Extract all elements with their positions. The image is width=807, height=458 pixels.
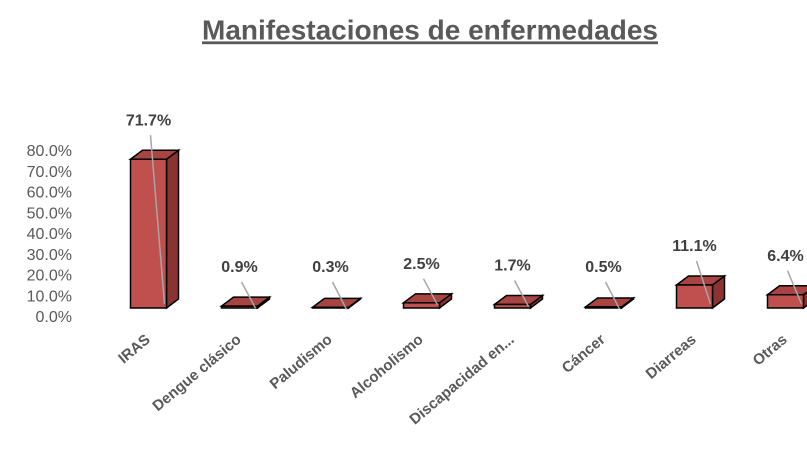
y-tick-label: 0.0%: [36, 309, 72, 326]
x-tick-label: Otras: [750, 331, 791, 369]
bar-top: [765, 284, 807, 296]
leader-line: [786, 270, 803, 305]
x-tick-label: Alcoholismo: [347, 331, 427, 402]
bar-front: [129, 158, 168, 309]
bar-front: [402, 302, 441, 309]
data-label: 71.7%: [126, 112, 171, 129]
leader-line: [422, 278, 439, 306]
y-tick-label: 40.0%: [27, 226, 72, 243]
x-tick-label: Dengue clásico: [149, 331, 244, 415]
leader-line: [240, 281, 257, 309]
leader-line: [149, 135, 166, 305]
y-tick-label: 30.0%: [27, 247, 72, 264]
bar: [128, 148, 181, 310]
bar-top: [583, 297, 636, 308]
bar: [583, 296, 636, 310]
bar: [310, 296, 363, 310]
data-label: 1.7%: [494, 258, 530, 275]
y-tick-label: 80.0%: [27, 143, 72, 160]
data-label: 11.1%: [672, 238, 716, 255]
data-label: 6.4%: [767, 248, 803, 265]
bar: [219, 295, 272, 310]
data-label: 0.3%: [312, 259, 348, 276]
leader-line: [604, 281, 621, 310]
bar-front: [584, 306, 623, 309]
data-label: 0.9%: [221, 259, 257, 276]
bar: [492, 293, 545, 310]
bar-front: [220, 305, 259, 309]
bar-front: [675, 284, 714, 309]
y-tick-label: 10.0%: [27, 288, 72, 305]
y-tick-label: 50.0%: [27, 205, 72, 222]
chart-title: Manifestaciones de enfermedades: [202, 14, 658, 45]
leader-line: [331, 281, 348, 310]
bar-front: [493, 303, 532, 309]
y-tick-label: 70.0%: [27, 164, 72, 181]
bar-top: [310, 297, 363, 309]
y-tick-label: 60.0%: [27, 185, 72, 202]
bar: [401, 292, 454, 310]
bar: [674, 274, 727, 310]
x-tick-label: Cáncer: [559, 331, 609, 377]
bar-front: [311, 306, 350, 309]
x-tick-label: Paludismo: [267, 331, 336, 393]
y-tick-label: 20.0%: [27, 268, 72, 285]
leader-line: [513, 280, 530, 307]
x-tick-label: IRAS: [115, 331, 153, 367]
bar-side: [165, 148, 180, 310]
data-label: 0.5%: [585, 259, 621, 276]
x-tick-label: Diarreas: [643, 331, 700, 383]
data-label: 2.5%: [403, 256, 439, 273]
bar-front: [766, 293, 805, 309]
leader-line: [695, 260, 712, 305]
bar: [765, 284, 807, 310]
